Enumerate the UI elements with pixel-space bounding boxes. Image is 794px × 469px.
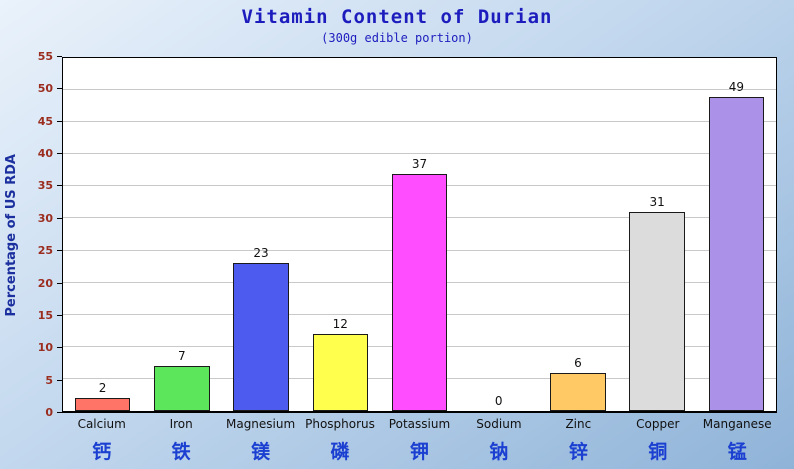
x-tick-label-chinese: 铜 [648,441,668,463]
bar-copper [629,212,685,411]
x-axis-labels: Calcium Iron Magnesium Phosphorus Potassium S… [62,417,777,433]
chart-subtitle: (300g edible portion) [321,31,473,45]
y-tick-label: 35 [37,179,53,193]
x-tick-label: Iron [169,417,193,431]
chart-title: Vitamin Content of Durian [241,6,553,28]
y-tick-mark [57,250,62,252]
bar-value-label: 49 [728,79,745,94]
y-tick-label: 5 [45,373,53,387]
bar-calcium [74,398,131,411]
x-tick-label-chinese: 镁 [251,441,271,463]
x-tick-label-chinese: 铁 [171,441,191,463]
y-tick-label: 15 [37,308,53,322]
plot-area: 2 7 23 12 37 0 6 31 49 [62,57,777,413]
y-tick-mark [57,120,62,122]
x-tick-label-chinese: 锌 [568,441,588,463]
y-tick-label: 0 [45,406,53,419]
bar-manganese [708,96,765,411]
y-tick-mark [57,185,62,187]
gridline [63,153,776,155]
y-tick-mark [57,347,62,349]
bar-phosphorus [312,333,368,411]
y-tick-mark [57,88,62,90]
bar-potassium [391,173,448,411]
y-axis-title-text: Percentage of US RDA [3,153,19,317]
bar-value-label: 2 [98,381,107,396]
x-tick-label: Zinc [565,417,592,431]
y-tick-mark [57,379,62,381]
gridline [63,89,776,91]
bar-value-label: 31 [649,195,665,210]
y-tick-mark [57,314,62,316]
y-tick-mark [57,412,62,413]
x-tick-label-chinese: 钠 [489,441,509,463]
bar-value-label: 37 [411,156,428,171]
bar-iron [154,366,210,411]
bar-value-label: 6 [574,355,582,370]
x-axis-labels-chinese: 钙铁镁磷钾钠锌铜锰 [62,437,777,465]
x-tick-label-chinese: 钾 [409,441,429,463]
y-tick-mark [57,282,62,284]
bar-value-label: 7 [178,349,186,364]
y-axis-ticks: 0 5 10 15 20 25 30 35 40 45 50 55 [22,50,62,419]
gridline [63,121,776,123]
y-tick-label: 40 [37,147,53,161]
x-tick-label-chinese: 钙 [92,441,112,463]
x-tick-label: Calcium [77,417,126,431]
y-tick-label: 45 [37,114,53,128]
x-tick-label: Potassium [388,417,451,431]
x-tick-label: Copper [636,417,680,431]
x-tick-label: Manganese [702,417,772,431]
bar-magnesium [233,263,289,411]
x-tick-label: Sodium [476,417,522,431]
bar-value-label: 12 [332,316,348,331]
y-tick-label: 25 [37,244,53,258]
y-tick-mark [57,217,62,219]
bar-zinc [550,372,606,411]
y-tick-label: 50 [37,82,53,96]
y-tick-label: 55 [37,50,53,63]
x-tick-label: Phosphorus [305,417,375,431]
x-tick-label: Magnesium [225,417,296,431]
y-tick-label: 20 [37,276,53,290]
x-tick-label-chinese: 磷 [330,441,350,463]
y-tick-mark [57,56,62,57]
y-axis-title: Percentage of US RDA [2,57,20,413]
y-tick-mark [57,153,62,155]
bar-value-label: 0 [494,394,503,408]
y-tick-label: 30 [37,211,53,225]
y-tick-label: 10 [37,341,53,355]
x-tick-label-chinese: 锰 [727,441,747,463]
bar-value-label: 23 [253,246,269,261]
